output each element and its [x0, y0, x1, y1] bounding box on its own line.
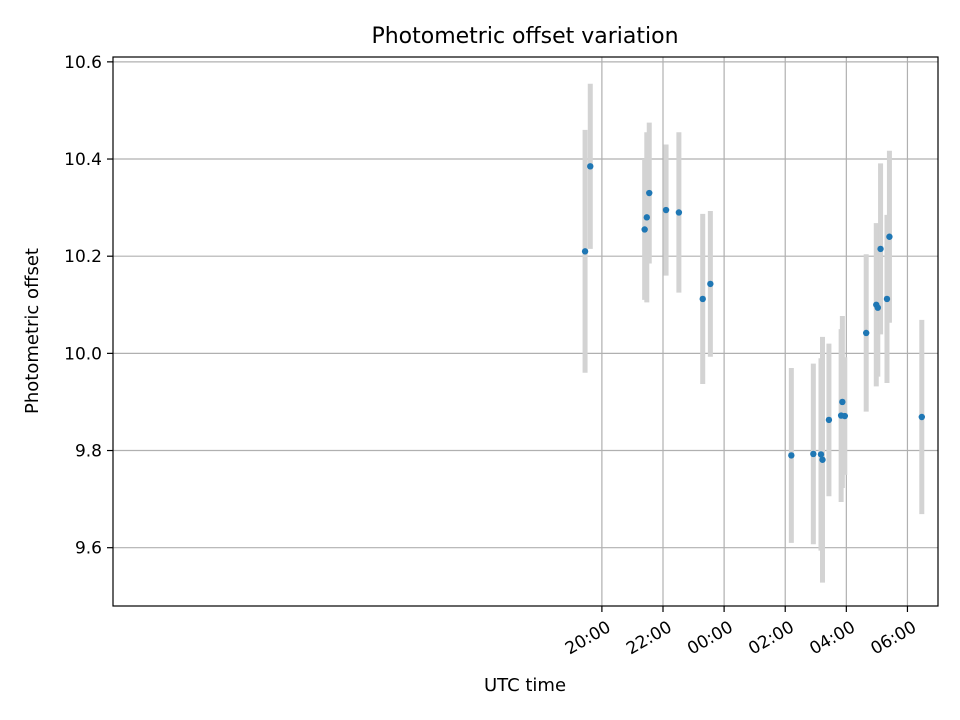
data-point: [662, 206, 670, 214]
data-point: [675, 209, 683, 216]
data-point: [841, 412, 849, 420]
data-point: [839, 398, 846, 406]
data-points: [581, 163, 926, 463]
data-point: [862, 329, 870, 337]
data-point: [886, 233, 893, 240]
y-tick-label: 10.0: [64, 344, 102, 364]
y-tick-label: 10.2: [64, 247, 102, 267]
data-point: [788, 452, 795, 459]
grid: [113, 57, 938, 606]
data-point: [819, 456, 826, 463]
data-point: [646, 189, 653, 197]
data-point: [641, 226, 648, 233]
data-point: [587, 163, 594, 170]
data-point: [707, 280, 714, 288]
data-point: [817, 451, 825, 458]
data-point: [810, 450, 817, 458]
data-point: [877, 245, 884, 253]
chart-title: Photometric offset variation: [371, 24, 678, 49]
data-point: [825, 416, 833, 424]
plot-frame: [112, 56, 939, 607]
data-point: [699, 295, 706, 303]
y-tick-label: 10.6: [64, 53, 102, 73]
y-tick-label: 9.6: [75, 539, 102, 559]
data-point: [643, 214, 651, 221]
data-point: [918, 413, 926, 421]
y-tick-label: 10.4: [64, 150, 102, 170]
x-axis-label: UTC time: [484, 675, 566, 696]
data-point: [883, 295, 891, 303]
data-point: [581, 248, 589, 255]
y-tick-label: 9.8: [75, 442, 102, 462]
y-axis-ticks: 9.6 9.8 10.0 10.2 10.4 10.6: [64, 53, 113, 559]
data-point: [874, 304, 882, 311]
y-axis-label: Photometric offset: [22, 248, 43, 414]
